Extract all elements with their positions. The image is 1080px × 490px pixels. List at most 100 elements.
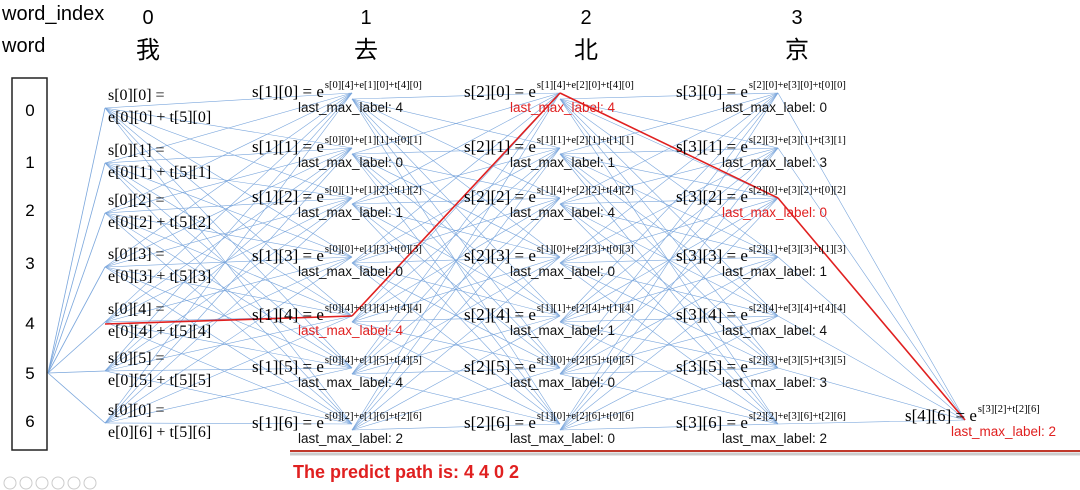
edge bbox=[104, 147, 353, 372]
node-formula: s[3][6] = e bbox=[676, 413, 748, 432]
edge bbox=[351, 92, 561, 155]
edge bbox=[351, 197, 561, 375]
node-formula: s[2][4] = e bbox=[464, 305, 536, 324]
node-formula: s[2][5] = e bbox=[464, 357, 536, 376]
node-formula: e[0][0] + t[5][0] bbox=[108, 109, 211, 126]
node-formula: s[2][1] = e bbox=[464, 137, 536, 156]
node-exponent: s[1][4]+e[2][2]+t[4][2] bbox=[537, 185, 634, 196]
edge bbox=[351, 315, 561, 375]
node-label: last_max_label: 1 bbox=[298, 205, 403, 220]
edge bbox=[351, 197, 561, 323]
edge bbox=[104, 107, 353, 317]
node-formula: s[2][6] = e bbox=[464, 413, 536, 432]
node-formula: s[3][1] = e bbox=[676, 137, 748, 156]
edge bbox=[351, 315, 561, 431]
row-label: 6 bbox=[25, 412, 34, 431]
edge bbox=[351, 256, 561, 431]
edge bbox=[47, 321, 106, 374]
edge bbox=[104, 422, 353, 425]
row-label: 0 bbox=[25, 101, 34, 120]
column-index: 1 bbox=[360, 7, 371, 29]
edge bbox=[351, 147, 561, 323]
edge bbox=[104, 92, 353, 268]
edge bbox=[559, 92, 779, 431]
node-formula: s[0][0] = bbox=[108, 87, 165, 104]
edge bbox=[351, 92, 561, 100]
edge bbox=[104, 147, 353, 164]
edge bbox=[351, 197, 561, 431]
node-label: last_max_label: 1 bbox=[722, 264, 827, 279]
edge bbox=[104, 92, 353, 164]
node-exponent: s[0][4]+e[1][0]+t[4][0] bbox=[325, 80, 422, 91]
node-formula: e[0][4] + t[5][4] bbox=[108, 323, 211, 340]
node-formula: s[0][2] = bbox=[108, 192, 165, 209]
predict-path-text: The predict path is: 4 4 0 2 bbox=[293, 462, 519, 482]
node-formula: s[0][3] = bbox=[108, 246, 165, 263]
node-label: last_max_label: 0 bbox=[510, 375, 615, 390]
edge bbox=[559, 92, 779, 205]
edge bbox=[104, 92, 353, 372]
node-formula: s[3][5] = e bbox=[676, 357, 748, 376]
edge bbox=[559, 92, 779, 100]
edge bbox=[104, 212, 353, 369]
node-label: last_max_label: 0 bbox=[298, 264, 403, 279]
edge bbox=[559, 92, 779, 264]
node-exponent: s[1][1]+e[2][4]+t[1][4] bbox=[537, 303, 634, 314]
node-formula: s[0][4] = bbox=[108, 301, 165, 318]
edge bbox=[559, 315, 779, 431]
edge bbox=[559, 197, 779, 375]
node-formula: s[0][0] = bbox=[108, 402, 165, 419]
node-formula: s[1][2] = e bbox=[252, 187, 324, 206]
edge bbox=[104, 147, 353, 424]
node-exponent: s[1][0]+e[2][5]+t[0][5] bbox=[537, 355, 634, 366]
column-word: 去 bbox=[354, 37, 378, 64]
edge bbox=[47, 162, 106, 374]
edge bbox=[351, 197, 561, 264]
edge bbox=[559, 367, 779, 375]
edge bbox=[559, 197, 779, 323]
edge bbox=[559, 197, 779, 205]
edge bbox=[104, 212, 353, 425]
edge bbox=[104, 315, 353, 372]
edge bbox=[559, 147, 779, 264]
edge bbox=[559, 147, 779, 323]
edge bbox=[104, 147, 353, 323]
node-formula: s[3][0] = e bbox=[676, 82, 748, 101]
edge bbox=[47, 212, 106, 374]
node-label: last_max_label: 3 bbox=[722, 375, 827, 390]
node-label: last_max_label: 4 bbox=[510, 100, 616, 115]
edge bbox=[104, 162, 353, 425]
node-label: last_max_label: 2 bbox=[298, 431, 403, 446]
node-formula: s[1][6] = e bbox=[252, 413, 324, 432]
node-exponent: s[1][0]+e[2][6]+t[0][6] bbox=[537, 411, 634, 422]
edge bbox=[559, 197, 779, 264]
edge bbox=[104, 256, 353, 372]
edge bbox=[104, 370, 353, 425]
column-word: 北 bbox=[574, 37, 598, 64]
edge bbox=[104, 256, 353, 424]
edge bbox=[47, 370, 106, 374]
edge bbox=[104, 197, 353, 323]
edge bbox=[104, 197, 353, 372]
edge bbox=[104, 197, 353, 424]
node-exponent: s[0][0]+e[1][1]+t[0][1] bbox=[325, 135, 422, 146]
edge bbox=[559, 315, 779, 375]
node-label: last_max_label: 4 bbox=[722, 323, 828, 338]
edge bbox=[559, 256, 779, 323]
node-formula: s[3][3] = e bbox=[676, 246, 748, 265]
node-exponent: s[2][4]+e[3][4]+t[4][4] bbox=[749, 303, 846, 314]
node-formula: s[0][5] = bbox=[108, 350, 165, 367]
node-label: last_max_label: 0 bbox=[722, 100, 827, 115]
node-label: last_max_label: 4 bbox=[298, 100, 404, 115]
node-exponent: s[3][2]+t[2][6] bbox=[978, 404, 1040, 415]
edge bbox=[104, 367, 353, 424]
edge bbox=[351, 423, 561, 431]
edge bbox=[104, 107, 353, 258]
node-exponent: s[2][3]+e[3][1]+t[3][1] bbox=[749, 135, 846, 146]
node-formula: e[0][5] + t[5][5] bbox=[108, 372, 211, 389]
node-exponent: s[2][1]+e[3][3]+t[1][3] bbox=[749, 244, 846, 255]
edge bbox=[351, 315, 561, 323]
edge bbox=[104, 212, 353, 317]
node-label: last_max_label: 0 bbox=[298, 155, 403, 170]
node-exponent: s[0][2]+e[1][6]+t[2][6] bbox=[325, 411, 422, 422]
